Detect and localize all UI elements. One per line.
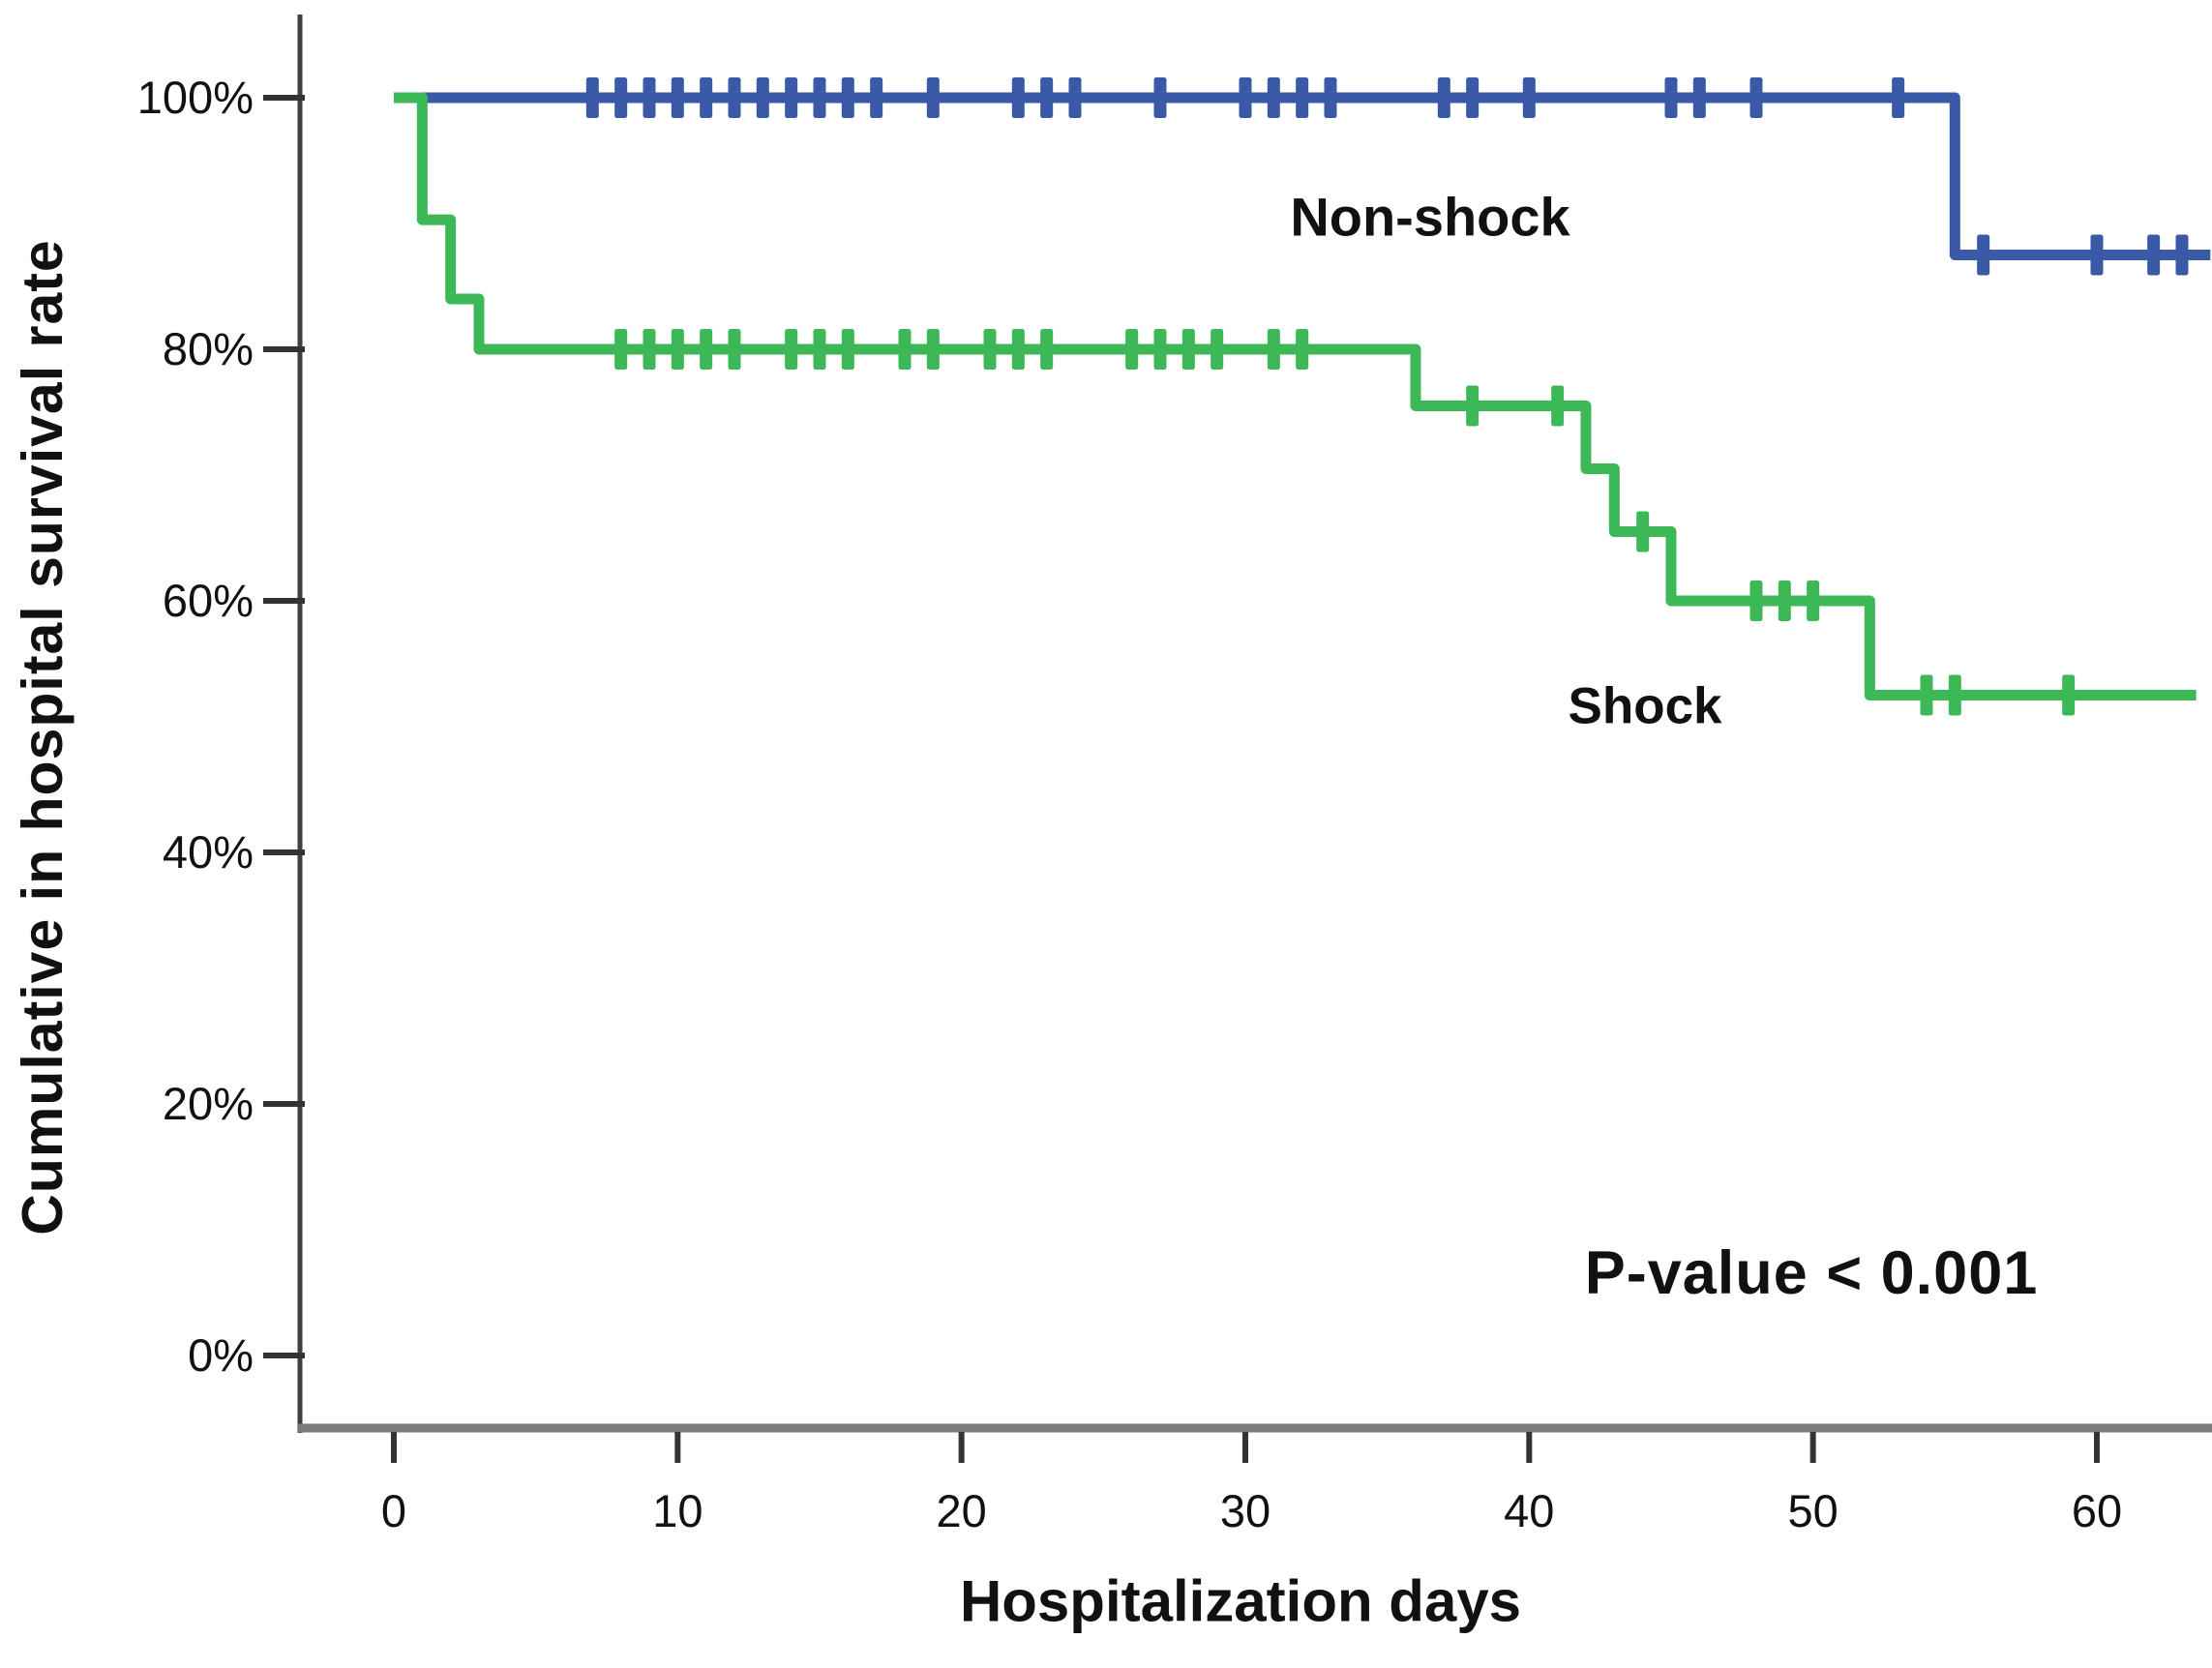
censor-mark-shock xyxy=(785,329,798,370)
series-label-non-shock: Non-shock xyxy=(1290,186,1570,248)
censor-mark-non-shock xyxy=(1522,77,1536,118)
x-tick-label: 0 xyxy=(381,1485,406,1536)
censor-mark-shock xyxy=(1920,674,1933,716)
censor-mark-non-shock xyxy=(671,77,684,118)
censor-mark-shock xyxy=(1153,329,1167,370)
y-tick-label: 60% xyxy=(163,575,254,626)
censor-mark-non-shock xyxy=(1466,77,1480,118)
censor-mark-shock xyxy=(1040,329,1054,370)
x-tick-label: 40 xyxy=(1504,1485,1554,1536)
censor-mark-shock xyxy=(841,329,854,370)
x-tick-label: 60 xyxy=(2072,1485,2122,1536)
censor-mark-shock xyxy=(926,329,940,370)
censor-mark-non-shock xyxy=(1324,77,1337,118)
p-value-annotation: P-value < 0.001 xyxy=(1584,1239,2039,1307)
censor-mark-shock xyxy=(643,329,656,370)
censor-mark-shock xyxy=(1011,329,1025,370)
censor-mark-non-shock xyxy=(728,77,741,118)
x-tick-label: 30 xyxy=(1220,1485,1270,1536)
censor-mark-shock xyxy=(700,329,713,370)
y-tick-label: 100% xyxy=(137,72,254,123)
x-tick-label: 20 xyxy=(937,1485,987,1536)
censor-mark-non-shock xyxy=(841,77,854,118)
censor-mark-non-shock xyxy=(614,77,628,118)
censor-mark-non-shock xyxy=(926,77,940,118)
censor-mark-shock xyxy=(1125,329,1139,370)
censor-mark-non-shock xyxy=(585,77,599,118)
censor-mark-non-shock xyxy=(1239,77,1252,118)
censor-mark-shock xyxy=(1181,329,1195,370)
censor-mark-non-shock xyxy=(756,77,769,118)
series-line-non-shock xyxy=(394,92,2211,260)
censor-mark-non-shock xyxy=(1267,77,1280,118)
y-axis-title: Cumulative in hospital survival rate xyxy=(11,239,75,1236)
series-label-shock: Shock xyxy=(1568,677,1722,735)
x-tick-label: 10 xyxy=(652,1485,702,1536)
x-axis-title: Hospitalization days xyxy=(959,1568,1522,1634)
censor-mark-shock xyxy=(728,329,741,370)
censor-mark-shock xyxy=(1636,511,1650,552)
censor-mark-non-shock xyxy=(1664,77,1678,118)
censor-mark-shock xyxy=(2062,674,2076,716)
censor-mark-non-shock xyxy=(1977,234,1990,276)
censor-mark-non-shock xyxy=(1296,77,1309,118)
censor-mark-shock xyxy=(1211,329,1224,370)
censor-mark-non-shock xyxy=(813,77,826,118)
censor-mark-non-shock xyxy=(700,77,713,118)
censor-mark-shock xyxy=(1778,581,1791,621)
censor-mark-non-shock xyxy=(1437,77,1450,118)
censor-mark-shock xyxy=(1267,329,1280,370)
censor-mark-shock xyxy=(1749,581,1763,621)
censor-mark-shock xyxy=(671,329,684,370)
x-tick-label: 50 xyxy=(1788,1485,1838,1536)
series-line-shock xyxy=(394,92,2197,700)
y-tick-label: 40% xyxy=(163,826,254,878)
censor-mark-non-shock xyxy=(1153,77,1167,118)
censor-mark-non-shock xyxy=(1692,77,1706,118)
censor-mark-non-shock xyxy=(2090,234,2104,276)
censor-mark-non-shock xyxy=(1011,77,1025,118)
censor-mark-shock xyxy=(1551,385,1565,427)
censor-mark-shock xyxy=(1807,581,1820,621)
censor-mark-non-shock xyxy=(643,77,656,118)
censor-mark-shock xyxy=(1466,385,1480,427)
y-tick-label: 0% xyxy=(188,1329,254,1381)
censor-mark-shock xyxy=(1948,674,1961,716)
y-tick-label: 20% xyxy=(163,1078,254,1129)
censor-mark-non-shock xyxy=(2175,234,2189,276)
censor-mark-non-shock xyxy=(1749,77,1763,118)
censor-mark-non-shock xyxy=(870,77,883,118)
censor-mark-non-shock xyxy=(1892,77,1905,118)
censor-mark-non-shock xyxy=(1068,77,1082,118)
censor-mark-shock xyxy=(983,329,997,370)
censor-mark-shock xyxy=(1296,329,1309,370)
censor-mark-non-shock xyxy=(1040,77,1054,118)
censor-mark-non-shock xyxy=(2147,234,2161,276)
censor-mark-non-shock xyxy=(785,77,798,118)
y-tick-label: 80% xyxy=(163,323,254,374)
censor-mark-shock xyxy=(813,329,826,370)
censor-mark-shock xyxy=(614,329,628,370)
censor-mark-shock xyxy=(898,329,912,370)
